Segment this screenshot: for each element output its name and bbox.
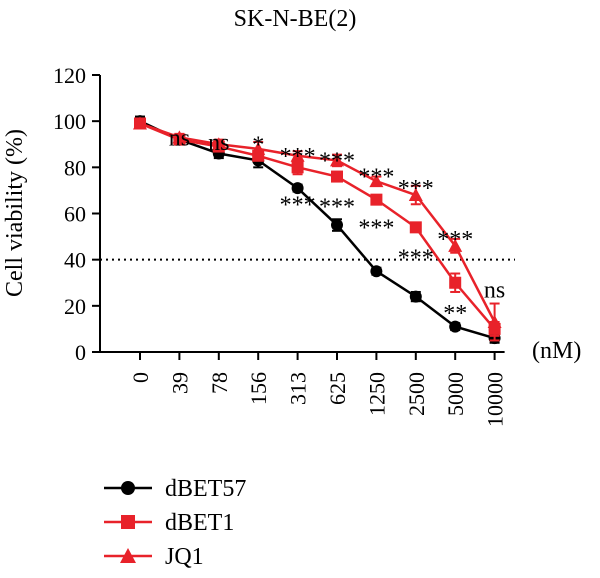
y-tick-label-40: 40: [64, 248, 86, 273]
point-JQ1-1250: [369, 174, 384, 188]
legend-item-dBET1: dBET1: [104, 510, 234, 536]
legend-marker-dBET57: [121, 481, 135, 495]
point-JQ1-10000: [487, 314, 502, 328]
series-line-JQ1: [139, 122, 496, 323]
point-dBET1-1250: [370, 193, 383, 206]
point-dBET57-1250: [370, 265, 383, 278]
point-dBET57-2500: [409, 290, 422, 303]
x-tick-label-1250: 1250: [364, 372, 389, 416]
legend: dBET57 dBET1 JQ1: [104, 476, 246, 570]
legend-label-JQ1: JQ1: [165, 544, 204, 570]
significance-label-625-8: ***: [319, 195, 355, 221]
legend-marker-dBET1: [121, 515, 135, 529]
point-dBET57-625: [331, 219, 343, 232]
significance-label-39-0: ns: [169, 125, 190, 151]
legend-item-JQ1: JQ1: [104, 544, 204, 570]
y-axis-label: Cell viability (%): [2, 129, 28, 297]
legend-label-dBET1: dBET1: [165, 510, 234, 536]
significance-label-313-7: ***: [280, 192, 316, 218]
point-JQ1-2500: [408, 188, 423, 202]
x-tick-label-156: 156: [246, 372, 271, 405]
y-tick-label-80: 80: [64, 155, 86, 180]
significance-label-5000-12: **: [443, 301, 467, 327]
point-dBET1-313: [291, 161, 304, 174]
significance-label-2500-6: ***: [398, 176, 434, 202]
x-unit-label: (nM): [532, 338, 581, 364]
y-tick-label-120: 120: [53, 63, 86, 88]
x-tick-label-39: 39: [167, 372, 192, 394]
legend-marker-JQ1: [120, 548, 136, 563]
significance-label-1250-5: ***: [358, 165, 394, 191]
point-JQ1-156: [251, 141, 266, 155]
significance-label-78-1: ns: [208, 130, 229, 156]
annotations: ns ns * *** ****** ****** **************ns: [169, 125, 506, 326]
point-dBET57-313: [291, 182, 304, 195]
significance-label-625-4: ***: [319, 148, 355, 174]
x-tick-label-5000: 5000: [443, 372, 468, 416]
series-line-dBET1: [139, 122, 496, 330]
significance-label-156-2: *: [252, 132, 264, 158]
point-JQ1-0: [133, 116, 147, 130]
point-JQ1-78: [211, 137, 226, 151]
point-JQ1-625: [330, 153, 344, 167]
x-tick-label-78: 78: [207, 372, 232, 394]
significance-label-2500-10: ***: [398, 245, 434, 271]
x-tick-label-2500: 2500: [404, 372, 429, 416]
y-tick-label-20: 20: [64, 294, 86, 319]
x-tick-label-10000: 10000: [483, 372, 508, 427]
y-tick-label-60: 60: [64, 202, 86, 227]
legend-label-dBET57: dBET57: [165, 476, 246, 502]
chart-title: SK-N-BE(2): [234, 6, 357, 32]
legend-item-dBET57: dBET57: [104, 476, 246, 502]
significance-label-313-3: ***: [280, 144, 316, 170]
significance-label-1250-9: ***: [358, 215, 394, 241]
point-dBET1-2500: [409, 221, 422, 234]
significance-label-10000-13: ns: [484, 278, 505, 304]
axes: 0 20 40 60 80 100 120 0 39 78 156 313 625 1250 2500 500…: [53, 63, 508, 427]
significance-label-5000-11: ***: [437, 227, 473, 253]
series-line-dBET57: [139, 120, 495, 340]
x-tick-label-0: 0: [128, 372, 153, 383]
series-layer: [133, 115, 502, 345]
point-dBET57-5000: [449, 320, 462, 333]
point-JQ1-313: [290, 148, 305, 162]
point-JQ1-5000: [448, 238, 463, 252]
point-dBET1-5000: [449, 276, 462, 289]
x-tick-label-313: 313: [286, 372, 311, 405]
point-dBET1-625: [331, 170, 343, 183]
y-tick-label-100: 100: [53, 109, 86, 134]
y-tick-label-0: 0: [75, 340, 86, 365]
series-JQ1: [133, 116, 502, 342]
x-tick-label-625: 625: [325, 372, 350, 405]
point-JQ1-39: [172, 130, 187, 144]
